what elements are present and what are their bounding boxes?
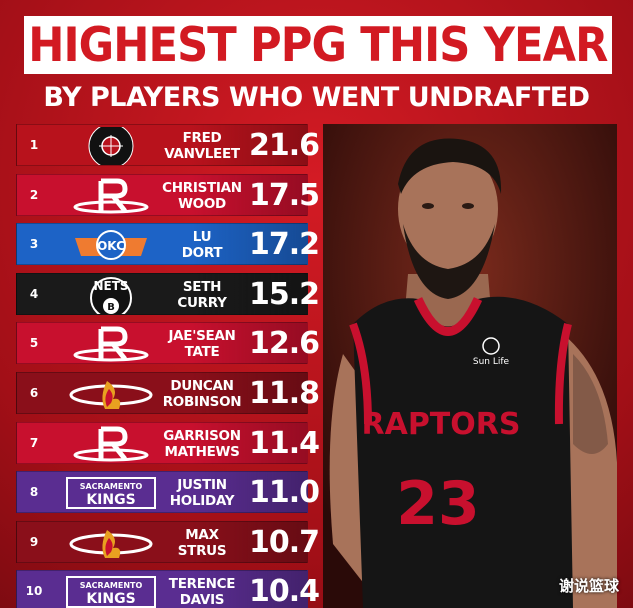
player-first-name: LU <box>192 229 212 246</box>
player-first-name: DUNCAN <box>170 378 234 394</box>
player-photo: RAPTORS 23 Sun Life <box>323 124 617 608</box>
player-last-name: TATE <box>184 344 220 361</box>
jersey-text: RAPTORS <box>362 407 521 442</box>
player-last-name: HOLIDAY <box>169 493 235 510</box>
thunder-logo: OKC <box>61 226 161 264</box>
rockets-logo <box>61 177 161 215</box>
rank-number: 5 <box>29 336 39 351</box>
jersey-sponsor: Sun Life <box>473 357 510 367</box>
ppg-value: 10.7 <box>249 524 320 560</box>
kings-logo: SACRAMENTO KINGS <box>61 474 161 512</box>
table-row: 5 JAE'SEAN TATE 12.6 <box>16 322 320 365</box>
rank-number: 3 <box>29 237 39 252</box>
player-first-name: JAE'SEAN <box>168 328 236 345</box>
watermark: 谢说篮球 <box>558 577 619 595</box>
svg-text:SACRAMENTO: SACRAMENTO <box>80 581 143 590</box>
table-row: 9 MAX STRUS 10.7 <box>16 520 320 563</box>
table-row: 7 GARRISON MATHEWS 11.4 <box>16 421 320 464</box>
player-name: GARRISON MATHEWS <box>157 426 247 462</box>
ppg-value: 21.6 <box>249 128 320 163</box>
table-row: 3 OKC LU DORT 17.2 <box>16 223 320 266</box>
svg-text:NETS: NETS <box>93 279 128 293</box>
player-first-name: GARRISON <box>163 427 241 444</box>
ppg-value: 17.2 <box>249 227 320 263</box>
ppg-value: 12.6 <box>249 326 320 362</box>
player-name: JAE'SEAN TATE <box>157 326 247 362</box>
player-name: LU DORT <box>157 227 247 263</box>
ppg-value: 11.0 <box>249 475 320 511</box>
rank-number: 9 <box>29 534 39 549</box>
table-row: 4 B NETS SETH CURRY 15.2 <box>16 272 320 319</box>
ppg-value: 10.4 <box>249 574 320 608</box>
heat-logo <box>61 375 161 413</box>
rank-number: 4 <box>29 286 39 301</box>
nets-logo: B NETS <box>61 276 161 319</box>
player-illustration: RAPTORS 23 Sun Life <box>323 124 617 608</box>
raptors-logo <box>61 123 161 169</box>
rank-number: 7 <box>29 435 39 450</box>
player-first-name: CHRISTIAN <box>162 179 242 196</box>
rank-number: 8 <box>29 485 39 500</box>
heat-logo <box>61 524 161 562</box>
player-last-name: STRUS <box>177 542 227 559</box>
svg-text:OKC: OKC <box>97 239 125 253</box>
player-name: TERENCE DAVIS <box>157 574 247 608</box>
ppg-value: 11.8 <box>249 376 320 411</box>
ppg-value: 17.5 <box>249 177 320 213</box>
table-row: 8 SACRAMENTO KINGS JUSTIN HOLIDAY 11.0 <box>16 471 320 514</box>
rank-number: 1 <box>29 138 39 152</box>
title-banner: HIGHEST PPG THIS YEAR <box>24 16 612 74</box>
table-row: 10 SACRAMENTO KINGS TERENCE DAVIS 10.4 <box>16 570 320 608</box>
svg-text:KINGS: KINGS <box>86 492 135 508</box>
player-last-name: DORT <box>181 245 223 262</box>
player-name: CHRISTIAN WOOD <box>157 178 247 214</box>
rank-number: 6 <box>29 386 39 400</box>
rank-number: 2 <box>29 187 39 202</box>
svg-text:SACRAMENTO: SACRAMENTO <box>80 482 143 491</box>
player-name: JUSTIN HOLIDAY <box>157 475 247 511</box>
player-name: FRED VANVLEET <box>157 128 247 164</box>
table-row: 6 DUNCAN ROBINSON 11.8 <box>16 372 320 414</box>
ppg-value: 11.4 <box>249 425 320 461</box>
kings-logo: SACRAMENTO KINGS <box>61 573 161 608</box>
table-row: 1 FRED VANVLEET 21.6 <box>16 123 320 169</box>
player-last-name: CURRY <box>177 294 227 311</box>
player-first-name: MAX <box>185 526 219 543</box>
page-subtitle: BY PLAYERS WHO WENT UNDRAFTED <box>43 82 590 113</box>
rank-number: 10 <box>25 584 43 599</box>
player-name: SETH CURRY <box>157 277 247 313</box>
player-name: DUNCAN ROBINSON <box>157 376 247 412</box>
rockets-logo <box>61 325 161 363</box>
ppg-value: 15.2 <box>249 276 320 312</box>
jersey-number: 23 <box>396 469 480 539</box>
player-first-name: SETH <box>182 278 222 295</box>
player-first-name: FRED <box>182 130 222 146</box>
page-title: HIGHEST PPG THIS YEAR <box>28 17 608 73</box>
player-last-name: MATHEWS <box>164 443 240 460</box>
player-first-name: TERENCE <box>168 576 236 593</box>
svg-text:B: B <box>107 302 115 313</box>
player-name: MAX STRUS <box>157 525 247 561</box>
player-last-name: VANVLEET <box>164 146 240 162</box>
player-last-name: ROBINSON <box>162 394 242 410</box>
rockets-logo <box>61 425 161 463</box>
player-last-name: WOOD <box>178 195 226 212</box>
player-first-name: JUSTIN <box>177 477 227 494</box>
table-row: 2 CHRISTIAN WOOD 17.5 <box>16 173 320 216</box>
svg-text:KINGS: KINGS <box>86 591 135 607</box>
player-last-name: DAVIS <box>179 592 225 608</box>
